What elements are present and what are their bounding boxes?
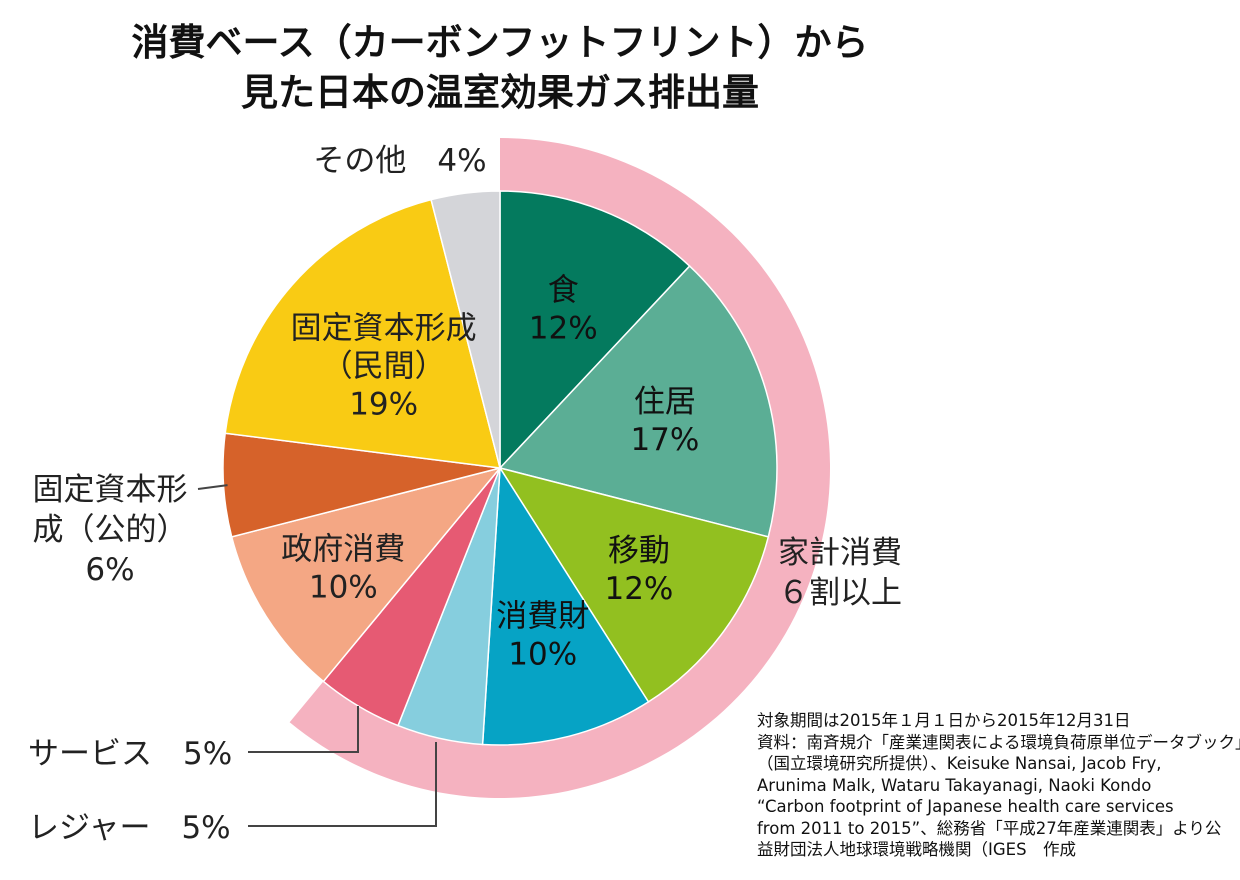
source-line: 資料：南斉規介「産業連関表による環境負荷原単位データブック」 (757, 732, 1240, 752)
leader-line-koteki (197, 484, 228, 490)
source-line: from 2011 to 2015”、総務省「平成27年産業連関表」より公 (757, 818, 1222, 838)
pie-slice (230, 466, 503, 683)
pie-slice (481, 465, 650, 746)
pie-slice (430, 190, 501, 469)
slice-label: 固定資本形成（民間） 19% (291, 310, 477, 422)
source-line: 益財団法人地球環境戦略機関（IGES 作成 (757, 840, 1077, 859)
label-leisure: レジャー 5% (28, 810, 231, 846)
source-note: 対象期間は2015年１月１日から2015年12月31日 資料：南斉規介「産業連関… (757, 710, 1240, 861)
pie-slice (498, 466, 770, 703)
source-line: 対象期間は2015年１月１日から2015年12月31日 (757, 711, 1131, 730)
slice-label: 消費財 10% (496, 598, 589, 672)
pie-slice (224, 198, 502, 469)
source-line: Arunima Malk, Wataru Takayanagi, Naoki K… (757, 775, 1152, 795)
slice-label: 政府消費 10% (281, 531, 405, 605)
label-service: サービス 5% (28, 736, 232, 772)
leader-line-leisure (248, 742, 437, 827)
pie-slice (499, 190, 691, 470)
chart-title-line-2: 見た日本の温室効果ガス排出量 (241, 71, 759, 114)
source-line: “Carbon footprint of Japanese health car… (757, 797, 1174, 816)
label-household-band: 家計消費６割以上 (778, 535, 902, 611)
slice-label: 移動 12% (604, 533, 673, 607)
pie-slice (498, 265, 778, 538)
chart-title-line-1: 消費ベース（カーボンフットフリント）から (131, 21, 869, 64)
leader-line-service (248, 706, 359, 753)
slice-label: 食 12% (529, 272, 598, 346)
label-koteki: 固定資本形成（公的） 6% (33, 472, 188, 588)
source-line: （国立環境研究所提供）、Keisuke Nansai, Jacob Fry, (757, 754, 1162, 773)
slice-label: 住居 17% (630, 384, 699, 458)
label-other: その他 4% (313, 143, 486, 179)
